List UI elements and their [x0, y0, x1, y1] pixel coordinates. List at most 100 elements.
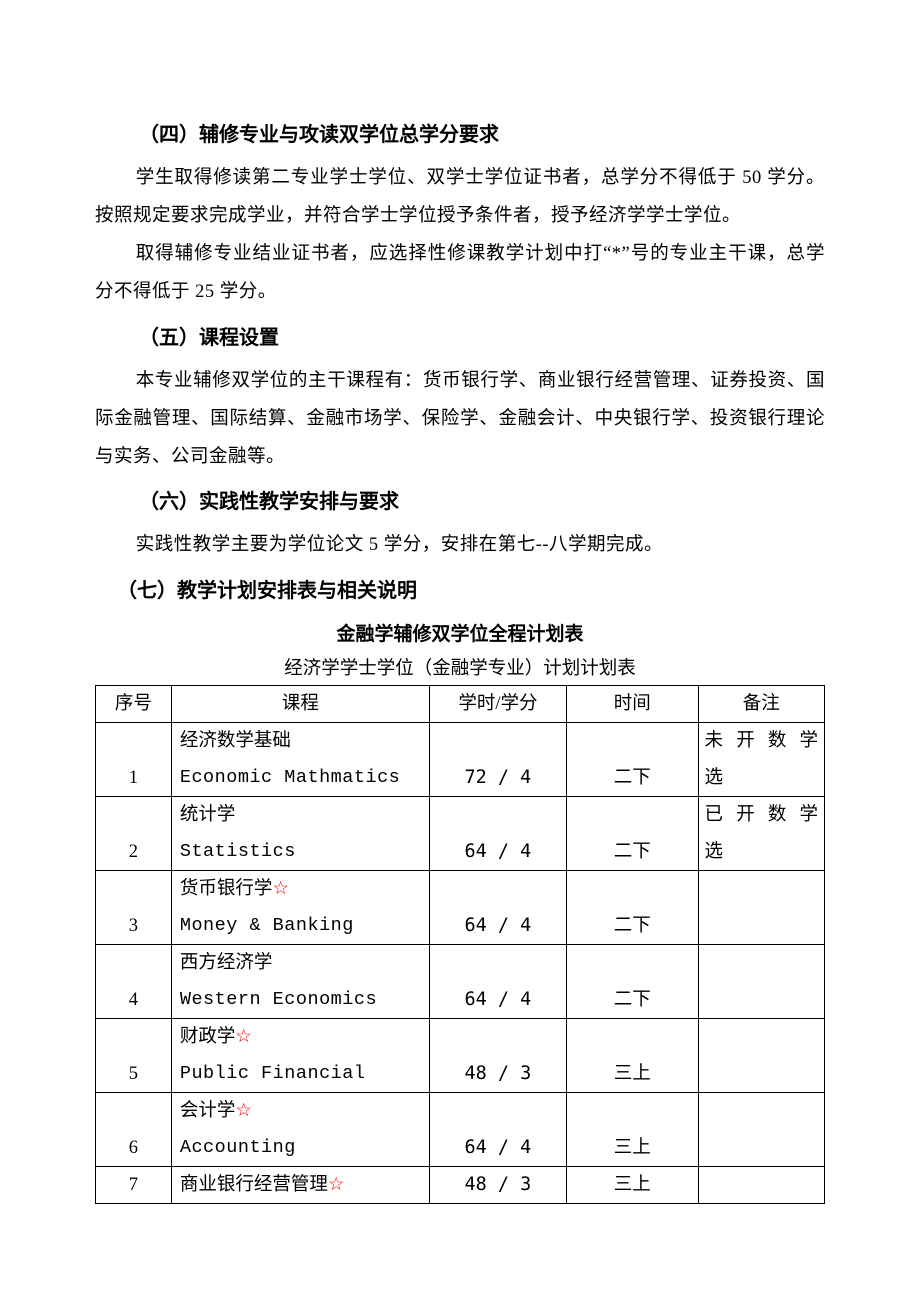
cell-credit — [429, 796, 566, 833]
table-row: 财政学☆ — [96, 1018, 825, 1055]
cell-credit: 64 / 4 — [429, 833, 566, 870]
cell-course-cn: 财政学☆ — [171, 1018, 429, 1055]
th-course: 课程 — [171, 685, 429, 722]
cell-num: 6 — [96, 1129, 172, 1166]
table-row: 5Public Financial48 / 3三上 — [96, 1055, 825, 1092]
course-plan-table: 序号 课程 学时/学分 时间 备注 经济数学基础未 开 数 学1Economic… — [95, 685, 825, 1204]
cell-time: 二下 — [566, 981, 698, 1018]
table-row: 4Western Economics64 / 4二下 — [96, 981, 825, 1018]
star-icon: ☆ — [235, 1101, 252, 1121]
cell-num — [96, 722, 172, 759]
cell-time — [566, 1018, 698, 1055]
cell-credit — [429, 944, 566, 981]
section-6-para-1: 实践性教学主要为学位论文 5 学分，安排在第七--八学期完成。 — [95, 527, 825, 565]
cell-note — [698, 981, 824, 1018]
cell-time: 三上 — [566, 1055, 698, 1092]
cell-course: 商业银行经营管理☆ — [171, 1166, 429, 1203]
cell-time: 二下 — [566, 907, 698, 944]
star-icon: ☆ — [272, 879, 289, 899]
section-4-para-1: 学生取得修读第二专业学士学位、双学士学位证书者，总学分不得低于 50 学分。按照… — [95, 160, 825, 236]
cell-num: 3 — [96, 907, 172, 944]
cell-course-en: Statistics — [171, 833, 429, 870]
cell-note: 未 开 数 学 — [698, 722, 824, 759]
cell-credit — [429, 870, 566, 907]
cell-course-en: Money & Banking — [171, 907, 429, 944]
cell-num — [96, 1092, 172, 1129]
cell-note — [698, 1092, 824, 1129]
th-note: 备注 — [698, 685, 824, 722]
cell-note — [698, 907, 824, 944]
cell-num — [96, 870, 172, 907]
cell-credit: 48 / 3 — [429, 1055, 566, 1092]
cell-course-cn: 货币银行学☆ — [171, 870, 429, 907]
cell-course-en: Public Financial — [171, 1055, 429, 1092]
cell-time — [566, 1092, 698, 1129]
cell-note — [698, 1129, 824, 1166]
cell-time — [566, 722, 698, 759]
th-time: 时间 — [566, 685, 698, 722]
cell-num: 4 — [96, 981, 172, 1018]
cell-credit: 64 / 4 — [429, 1129, 566, 1166]
table-row: 西方经济学 — [96, 944, 825, 981]
table-row: 3Money & Banking64 / 4二下 — [96, 907, 825, 944]
cell-num — [96, 796, 172, 833]
cell-num: 7 — [96, 1166, 172, 1203]
section-5-para-1: 本专业辅修双学位的主干课程有：货币银行学、商业银行经营管理、证券投资、国际金融管… — [95, 363, 825, 477]
cell-num: 1 — [96, 759, 172, 796]
table-row: 7商业银行经营管理☆48 / 3三上 — [96, 1166, 825, 1203]
section-6-heading: （六）实践性教学安排与要求 — [95, 482, 825, 523]
table-row: 货币银行学☆ — [96, 870, 825, 907]
cell-credit — [429, 1018, 566, 1055]
cell-course-en: Economic Mathmatics — [171, 759, 429, 796]
table-row: 2Statistics64 / 4二下选 — [96, 833, 825, 870]
cell-note — [698, 1055, 824, 1092]
table-row: 6Accounting64 / 4三上 — [96, 1129, 825, 1166]
table-body: 经济数学基础未 开 数 学1Economic Mathmatics72 / 4二… — [96, 722, 825, 1203]
cell-note — [698, 1018, 824, 1055]
cell-num — [96, 1018, 172, 1055]
cell-time: 二下 — [566, 833, 698, 870]
table-row: 统计学 已 开 数 学 — [96, 796, 825, 833]
cell-course-cn: 经济数学基础 — [171, 722, 429, 759]
table-title: 金融学辅修双学位全程计划表 — [95, 616, 825, 655]
cell-time — [566, 944, 698, 981]
cell-credit — [429, 1092, 566, 1129]
star-icon: ☆ — [328, 1175, 345, 1195]
section-4-heading: （四）辅修专业与攻读双学位总学分要求 — [95, 115, 825, 156]
cell-note: 已 开 数 学 — [698, 796, 824, 833]
th-num: 序号 — [96, 685, 172, 722]
cell-course-en: Accounting — [171, 1129, 429, 1166]
cell-course-cn: 会计学☆ — [171, 1092, 429, 1129]
section-5-heading: （五）课程设置 — [95, 318, 825, 359]
cell-num: 5 — [96, 1055, 172, 1092]
cell-time: 三上 — [566, 1129, 698, 1166]
cell-note: 选 — [698, 759, 824, 796]
section-4-para-2: 取得辅修专业结业证书者，应选择性修课教学计划中打“*”号的专业主干课，总学分不得… — [95, 236, 825, 312]
star-icon: ☆ — [235, 1027, 252, 1047]
cell-note: 选 — [698, 833, 824, 870]
cell-credit: 48 / 3 — [429, 1166, 566, 1203]
section-7-heading: （七）教学计划安排表与相关说明 — [95, 571, 825, 612]
cell-time — [566, 870, 698, 907]
cell-course-cn: 统计学 — [171, 796, 429, 833]
cell-time: 三上 — [566, 1166, 698, 1203]
table-row: 会计学☆ — [96, 1092, 825, 1129]
cell-course-cn: 西方经济学 — [171, 944, 429, 981]
cell-credit — [429, 722, 566, 759]
th-credit: 学时/学分 — [429, 685, 566, 722]
cell-note — [698, 1166, 824, 1203]
table-header-row: 序号 课程 学时/学分 时间 备注 — [96, 685, 825, 722]
cell-note — [698, 944, 824, 981]
table-row: 经济数学基础 未 开 数 学 — [96, 722, 825, 759]
cell-credit: 72 / 4 — [429, 759, 566, 796]
cell-num — [96, 944, 172, 981]
cell-course-en: Western Economics — [171, 981, 429, 1018]
cell-credit: 64 / 4 — [429, 981, 566, 1018]
cell-time — [566, 796, 698, 833]
table-row: 1Economic Mathmatics72 / 4二下选 — [96, 759, 825, 796]
cell-note — [698, 870, 824, 907]
cell-credit: 64 / 4 — [429, 907, 566, 944]
cell-num: 2 — [96, 833, 172, 870]
table-subtitle: 经济学学士学位（金融学专业）计划计划表 — [95, 655, 825, 685]
cell-time: 二下 — [566, 759, 698, 796]
